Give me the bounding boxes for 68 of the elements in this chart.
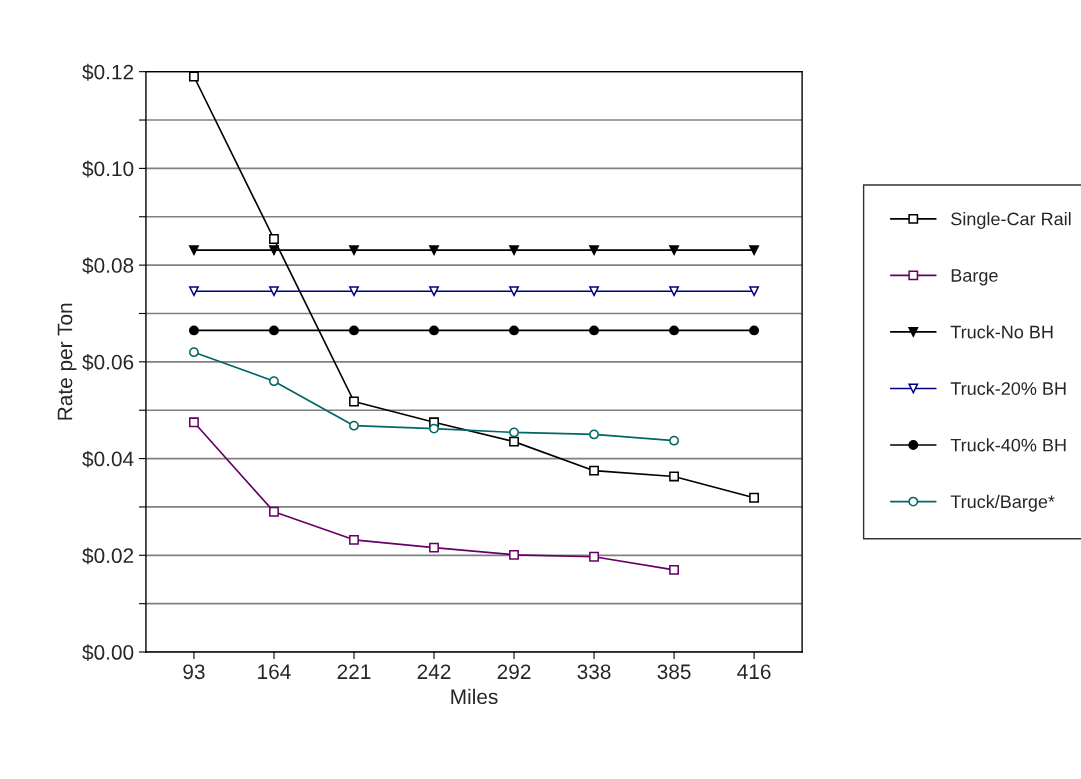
point [269, 506, 279, 517]
point [429, 325, 439, 336]
point [429, 245, 439, 256]
point [189, 245, 199, 256]
point [429, 286, 439, 297]
legend-label: Truck-40% BH [950, 438, 1066, 452]
point [749, 492, 760, 503]
y-axis-title: Rate per Ton [57, 303, 77, 420]
point [749, 286, 760, 297]
x-tick-label: 416 [737, 664, 771, 680]
point [669, 325, 680, 336]
legend-label: Truck-No BH [950, 325, 1053, 339]
point [349, 286, 359, 297]
point [669, 471, 680, 482]
point [269, 286, 279, 297]
point [509, 325, 519, 336]
point [509, 245, 519, 256]
point [429, 542, 439, 553]
point [349, 325, 359, 336]
y-tick-label: $0.00 [82, 644, 134, 662]
y-tick-label: $0.08 [82, 257, 134, 275]
point [749, 245, 760, 256]
legend-label: Single-Car Rail [951, 212, 1071, 229]
x-tick-label: 164 [258, 664, 291, 680]
point [429, 423, 439, 434]
point [669, 564, 680, 575]
point [589, 245, 599, 256]
point [589, 325, 599, 336]
y-tick-label: $0.02 [82, 547, 134, 565]
point [589, 286, 599, 297]
point [509, 427, 519, 438]
point [189, 71, 199, 82]
point [589, 551, 599, 562]
point [269, 245, 279, 256]
point [269, 376, 279, 387]
point [349, 396, 359, 407]
y-tick-label: $0.12 [82, 63, 134, 81]
point [189, 286, 199, 297]
point [269, 325, 279, 336]
point [349, 534, 359, 545]
point [189, 417, 199, 428]
point [749, 325, 760, 336]
point [589, 429, 599, 440]
y-tick-label: $0.10 [82, 160, 134, 178]
x-tick-label: 292 [497, 664, 531, 680]
x-tick-label: 221 [337, 664, 371, 679]
legend-label: Barge [951, 269, 998, 286]
point [269, 234, 279, 244]
y-tick-label: $0.06 [82, 353, 134, 371]
point [349, 420, 359, 431]
point [509, 436, 519, 447]
point [509, 286, 519, 297]
x-axis-title: Miles [451, 688, 498, 705]
point [669, 286, 680, 297]
point [509, 549, 519, 560]
point [189, 325, 199, 336]
legend-label: Truck-20% BH [950, 381, 1066, 395]
point [669, 435, 680, 446]
point [589, 465, 599, 476]
x-tick-label: 338 [577, 664, 611, 680]
x-tick-label: 385 [657, 664, 691, 680]
y-tick-label: $0.04 [82, 450, 134, 468]
legend-label: Truck/Barge* [950, 494, 1055, 512]
x-tick-label: 93 [183, 664, 205, 680]
x-tick-label: 242 [417, 664, 451, 679]
point [189, 347, 199, 358]
point [349, 245, 359, 256]
point [669, 245, 680, 256]
